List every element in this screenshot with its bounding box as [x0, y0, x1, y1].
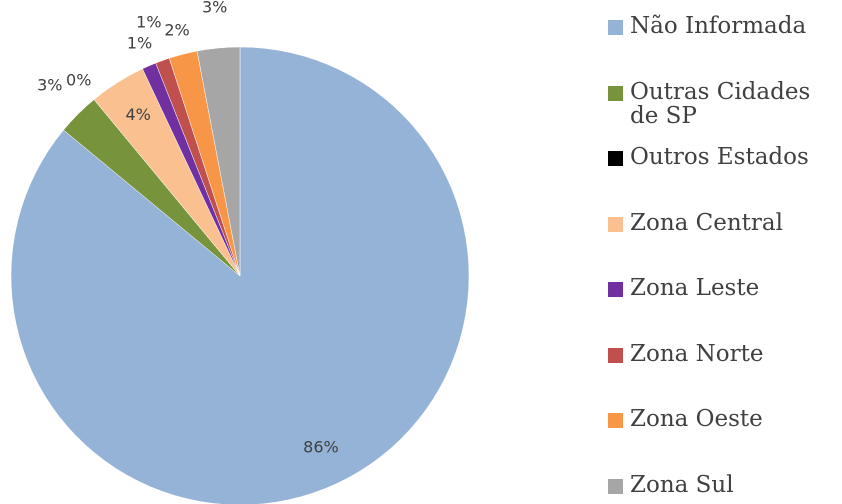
- legend-label: Zona Leste: [630, 275, 760, 301]
- legend-swatch: [608, 20, 623, 35]
- legend-item: Não Informada: [608, 14, 842, 38]
- legend-swatch: [608, 85, 623, 101]
- legend-swatch: [608, 478, 623, 494]
- legend-item: Zona Norte: [608, 342, 842, 366]
- legend-label: Não Informada: [630, 13, 807, 39]
- data-label: 1%: [127, 33, 152, 52]
- legend-swatch: [608, 347, 623, 363]
- legend-swatch: [608, 151, 623, 166]
- data-label: 3%: [37, 75, 62, 94]
- legend-swatch: [608, 413, 623, 428]
- pie-slice: [196, 46, 241, 277]
- legend-swatch: [608, 282, 623, 297]
- legend-label: Outros Estados: [630, 144, 809, 170]
- data-label: 0%: [66, 71, 91, 90]
- data-label: 1%: [136, 12, 161, 31]
- data-label: 2%: [164, 20, 189, 39]
- legend-label: Outras Cidades de SP: [630, 78, 811, 129]
- data-label: 3%: [202, 0, 227, 17]
- legend-label: Zona Sul: [630, 471, 734, 498]
- legend-item: Zona Oeste: [608, 407, 842, 431]
- legend-item: Zona Central: [608, 211, 842, 235]
- legend-item: Outros Estados: [608, 145, 842, 169]
- legend-swatch: [608, 216, 623, 232]
- legend-item: Zona Sul: [608, 473, 842, 497]
- legend-label: Zona Norte: [630, 340, 764, 367]
- data-label: 86%: [303, 437, 339, 456]
- legend-label: Zona Central: [630, 209, 783, 236]
- legend-item: Outras Cidades de SP: [608, 80, 842, 128]
- legend-label: Zona Oeste: [630, 406, 763, 432]
- legend-item: Zona Leste: [608, 276, 842, 300]
- data-label: 4%: [125, 105, 150, 124]
